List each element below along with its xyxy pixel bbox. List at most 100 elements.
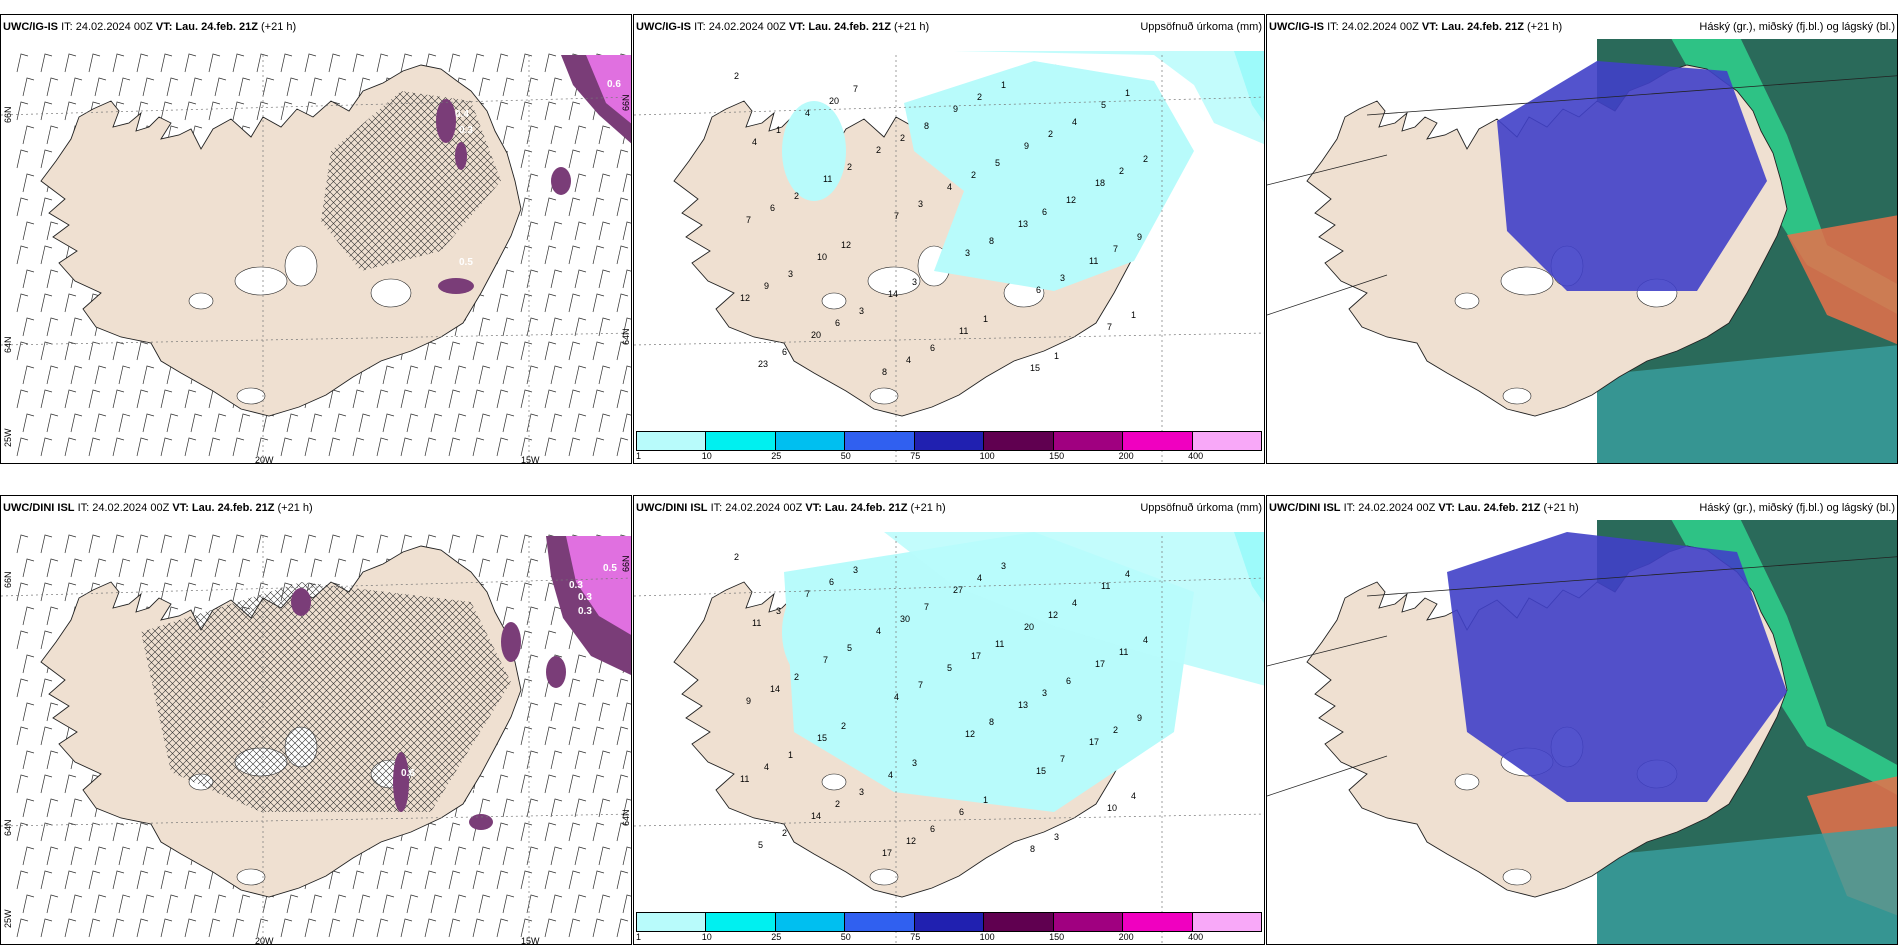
snow-cell <box>455 142 467 170</box>
wind-barb <box>118 894 131 914</box>
precip-value: 27 <box>953 585 963 595</box>
wind-barb <box>400 534 413 554</box>
wind-barb <box>142 558 155 578</box>
wind-barb <box>568 437 581 457</box>
wind-snow-map: 0.50.30.30.30.40.6 <box>1 534 631 944</box>
wind-barb <box>160 389 173 409</box>
wind-barb <box>16 389 29 409</box>
wind-barb <box>64 534 77 554</box>
wind-barb <box>544 822 557 842</box>
latitude-gridline <box>634 813 1264 827</box>
wind-barb <box>574 654 587 674</box>
wind-barb <box>550 413 563 433</box>
snow-cell <box>393 752 409 812</box>
precip-value: 5 <box>1101 100 1106 110</box>
wind-barb <box>376 437 389 457</box>
wind-barb <box>448 534 461 554</box>
wind-barb <box>502 125 515 145</box>
wind-barb <box>526 269 539 289</box>
precip-value: 12 <box>965 729 975 739</box>
wind-barb <box>520 293 533 313</box>
wind-barb <box>208 437 221 457</box>
wind-barb <box>400 53 413 73</box>
wind-barb <box>598 221 611 241</box>
wind-barb <box>142 846 155 866</box>
wind-barb <box>88 53 101 73</box>
wind-barb <box>382 413 395 433</box>
wind-barb <box>190 77 203 97</box>
glacier-outline <box>1502 387 1532 405</box>
wind-barb <box>544 245 557 265</box>
mid-cloud-area <box>1447 532 1787 802</box>
precip-value: 10 <box>817 252 827 262</box>
precip-value: 6 <box>1066 676 1071 686</box>
precip-value: 6 <box>1036 285 1041 295</box>
wind-barb <box>280 437 293 457</box>
wind-barb <box>550 269 563 289</box>
model-name: UWC/DINI ISL <box>636 502 708 514</box>
wind-barb <box>622 221 631 241</box>
wind-barb <box>64 437 77 457</box>
colorbar-tick: 150 <box>1049 932 1065 942</box>
wind-barb <box>496 101 509 121</box>
wind-barb <box>478 894 491 914</box>
boundary-line <box>1267 635 1388 667</box>
wind-barb <box>136 582 149 602</box>
wind-barb <box>22 269 35 289</box>
wind-snow-map-panel: UWC/IG-IS IT: 24.02.2024 00Z VT: Lau. 24… <box>0 14 632 464</box>
colorbar-tick: 100 <box>979 451 995 461</box>
wind-barb <box>328 53 341 73</box>
wind-barb <box>64 582 77 602</box>
precip-value: 5 <box>947 663 952 673</box>
wind-barb <box>574 173 587 193</box>
precip-value: 8 <box>924 121 929 131</box>
wind-barb <box>520 437 533 457</box>
wind-barb <box>40 918 53 938</box>
map-title: Uppsöfnuð úrkoma (mm) <box>1140 502 1262 514</box>
colorbar-tick: 200 <box>1118 932 1134 942</box>
wind-barb <box>502 750 515 770</box>
wind-barb <box>574 269 587 289</box>
precip-value: 11 <box>740 774 749 784</box>
wind-barb <box>334 77 347 97</box>
wind-barb <box>22 413 35 433</box>
precip-value: 3 <box>912 758 917 768</box>
wind-barb <box>286 558 299 578</box>
wind-barb <box>568 822 581 842</box>
contour-label: 0.6 <box>607 79 621 90</box>
wind-barb <box>520 870 533 890</box>
wind-barb <box>622 702 631 722</box>
wind-barb <box>592 870 605 890</box>
wind-barb <box>40 389 53 409</box>
wind-barb <box>616 197 629 217</box>
wind-barb <box>118 846 131 866</box>
wind-barb <box>616 726 629 746</box>
wind-barb <box>214 558 227 578</box>
wind-barb <box>304 534 317 554</box>
wind-barb <box>478 798 491 818</box>
precip-value: 4 <box>876 626 881 636</box>
precip-value: 6 <box>829 577 834 587</box>
contour-label: 0.3 <box>578 592 592 603</box>
wind-barb <box>232 53 245 73</box>
precip-value: 4 <box>947 182 952 192</box>
wind-barb <box>358 558 371 578</box>
wind-barb <box>94 846 107 866</box>
wind-barb <box>598 173 611 193</box>
valid-time-label: VT: <box>155 21 173 33</box>
wind-barb <box>568 678 581 698</box>
precip-area <box>782 582 846 682</box>
colorbar-tick: 150 <box>1049 451 1065 461</box>
wind-barb <box>208 918 221 938</box>
wind-barb <box>520 534 533 554</box>
wind-barb <box>544 197 557 217</box>
valid-time: Lau. 24.feb. 21Z <box>824 502 908 514</box>
precip-value: 17 <box>882 848 892 858</box>
precip-value: 7 <box>823 655 828 665</box>
precip-value: 1 <box>983 314 988 324</box>
map-title: Háský (gr.), miðský (fj.bl.) og lágský (… <box>1699 21 1895 33</box>
wind-barb <box>544 389 557 409</box>
wind-barb <box>16 678 29 698</box>
wind-barb <box>334 894 347 914</box>
glacier-outline <box>867 266 921 296</box>
